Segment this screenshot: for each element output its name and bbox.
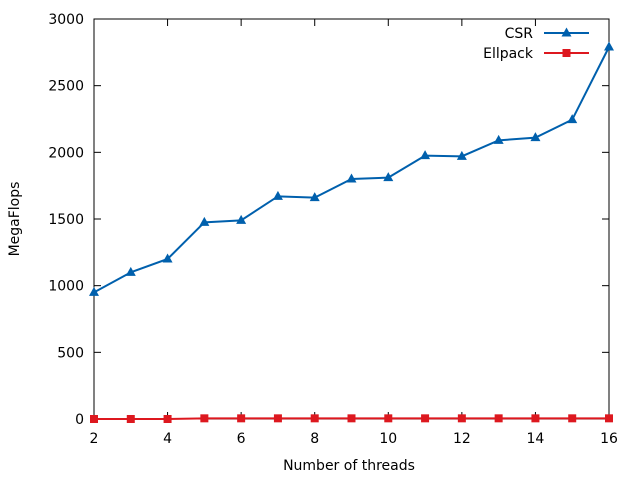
y-tick-label: 1000 — [48, 279, 84, 295]
x-axis-title: Number of threads — [283, 458, 415, 474]
data-point-ellpack — [421, 414, 430, 423]
legend-label-ellpack: Ellpack — [483, 46, 534, 62]
data-point-csr — [125, 266, 136, 276]
data-point-ellpack — [568, 414, 577, 423]
data-point-csr — [530, 132, 541, 142]
series-layer — [89, 41, 614, 423]
data-point-ellpack — [494, 414, 503, 423]
legend-marker-csr — [561, 27, 572, 37]
data-point-ellpack — [273, 414, 282, 423]
data-point-csr — [567, 114, 578, 124]
x-tick-label: 8 — [310, 431, 319, 447]
data-point-csr — [162, 253, 173, 263]
data-point-ellpack — [310, 414, 319, 423]
data-point-ellpack — [90, 415, 98, 423]
y-tick-label: 500 — [57, 345, 84, 361]
data-point-ellpack — [126, 415, 135, 423]
series-line-csr — [93, 46, 610, 294]
data-point-csr — [89, 286, 99, 296]
y-tick-label: 3000 — [48, 12, 84, 28]
x-tick-label: 2 — [90, 431, 99, 447]
legend-marker-ellpack — [562, 49, 571, 57]
data-point-ellpack — [200, 414, 209, 423]
data-point-csr — [309, 192, 320, 202]
plot-frame — [93, 18, 610, 420]
data-point-csr — [236, 214, 247, 224]
axis-ticks: 2 4 6 8 10 12 14 16 0 500 1000 1500 2000 2500 3000 — [48, 12, 618, 447]
y-tick-label: 0 — [75, 412, 84, 428]
x-tick-label: 4 — [163, 431, 172, 447]
legend-label-csr: CSR — [505, 26, 534, 42]
series-csr — [89, 41, 614, 296]
data-point-csr — [604, 41, 614, 51]
x-tick-label: 10 — [379, 431, 397, 447]
x-tick-label: 14 — [527, 431, 545, 447]
data-point-csr — [199, 216, 210, 226]
y-tick-label: 1500 — [48, 212, 84, 228]
x-tick-label: 6 — [237, 431, 246, 447]
data-point-ellpack — [163, 415, 172, 423]
data-point-csr — [493, 134, 504, 144]
y-tick-label: 2500 — [48, 79, 84, 95]
x-tick-label: 16 — [600, 431, 618, 447]
data-point-ellpack — [531, 414, 540, 423]
data-point-csr — [383, 172, 394, 182]
legend: CSR Ellpack — [483, 26, 589, 62]
data-point-ellpack — [237, 414, 246, 423]
data-point-ellpack — [384, 414, 393, 423]
data-point-ellpack — [605, 414, 613, 423]
data-point-csr — [272, 190, 283, 200]
x-tick-label: 12 — [453, 431, 471, 447]
data-point-csr — [346, 173, 357, 183]
data-point-csr — [420, 150, 431, 160]
data-point-csr — [456, 150, 467, 160]
series-ellpack — [90, 414, 613, 423]
data-point-ellpack — [457, 414, 466, 423]
y-tick-label: 2000 — [48, 145, 84, 161]
data-point-ellpack — [347, 414, 356, 423]
y-axis-title: MegaFlops — [7, 182, 23, 257]
